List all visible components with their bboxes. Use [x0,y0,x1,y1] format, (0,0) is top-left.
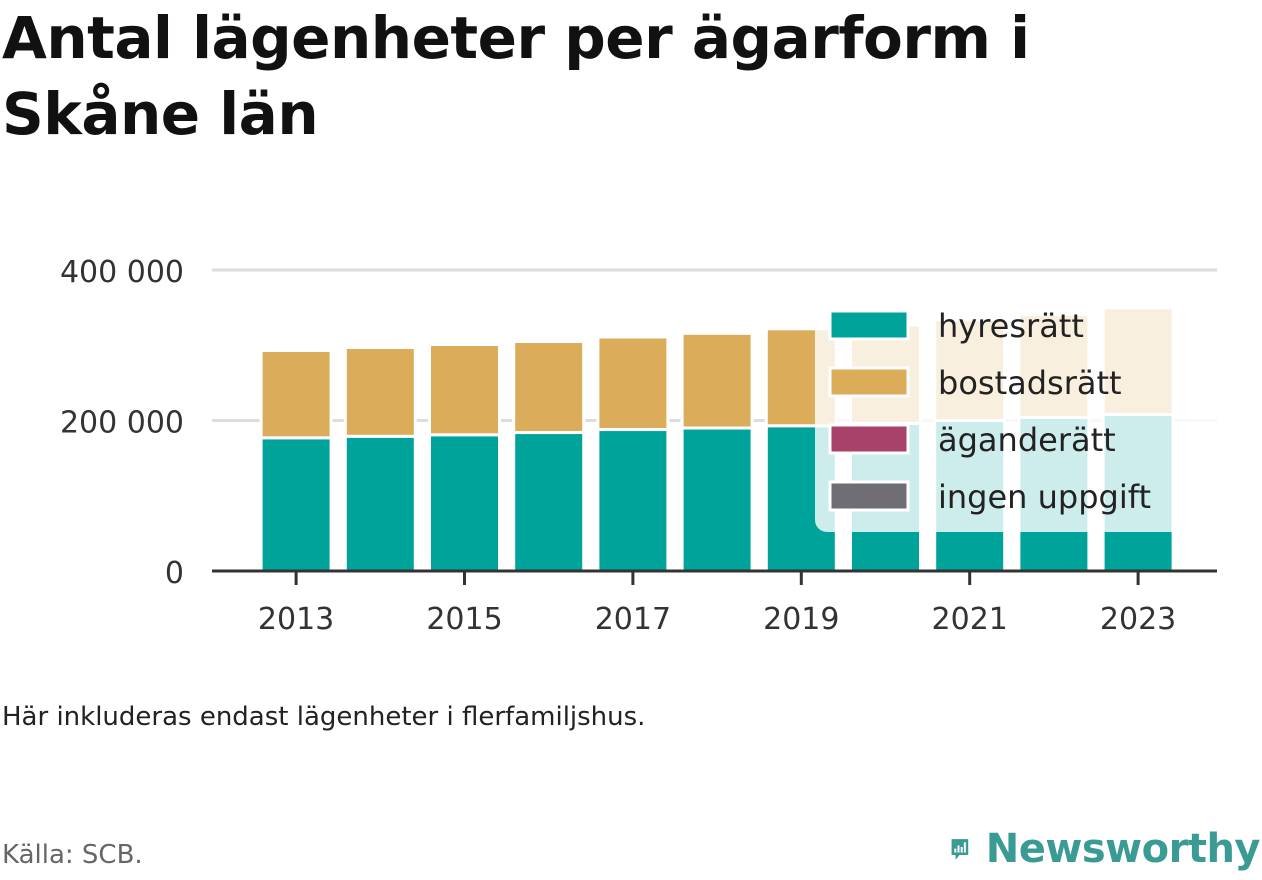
bar-segment-2018[interactable] [682,333,752,428]
x-tick-label: 2021 [932,602,1008,637]
chart-note: Här inkluderas endast lägenheter i flerf… [2,702,645,732]
bar-segment-2013[interactable] [261,438,331,571]
y-axis-tick-labels: 0 200 000 400 000 [60,255,184,591]
x-tick-label: 2023 [1100,602,1176,637]
y-tick-label: 0 [165,556,184,591]
bar-segment-2015[interactable] [430,344,500,434]
legend-label: bostadsrätt [938,364,1122,402]
source-credit: Källa: SCB. [2,840,143,870]
legend-label: hyresrätt [938,307,1084,345]
bar-segment-2018[interactable] [682,428,752,571]
bar-segment-2016[interactable] [514,433,584,571]
legend-swatch [830,425,908,453]
bar-segment-2014[interactable] [345,436,415,571]
legend-swatch [830,368,908,396]
bar-segment-2017[interactable] [598,337,668,430]
x-tick-label: 2017 [595,602,671,637]
legend-swatch [830,482,908,510]
bar-segment-2013[interactable] [261,351,331,438]
bar-segment-2015[interactable] [430,435,500,571]
legend-label: ingen uppgift [938,478,1151,516]
brand-name: Newsworthy [986,826,1260,872]
bar-segment-2017[interactable] [598,430,668,571]
newsworthy-chart-bubble-icon [950,820,970,878]
x-tick-label: 2019 [763,602,839,637]
y-tick-label: 200 000 [60,406,184,441]
legend: hyresrätt bostadsrätt äganderätt ingen uppg… [815,300,1220,532]
y-tick-label: 400 000 [60,255,184,290]
bar-segment-2014[interactable] [345,348,415,437]
bar-segment-2016[interactable] [514,341,584,432]
legend-label: äganderätt [938,421,1116,459]
x-axis-ticks: 2013 2015 2017 2019 2021 2023 [258,571,1176,637]
x-tick-label: 2015 [426,602,502,637]
stacked-bar-chart: 0 200 000 400 000 2013 2015 2017 2019 2021 2023… [0,0,1262,700]
legend-swatch [830,311,908,339]
newsworthy-logo[interactable]: Newsworthy [950,818,1260,880]
x-tick-label: 2013 [258,602,334,637]
